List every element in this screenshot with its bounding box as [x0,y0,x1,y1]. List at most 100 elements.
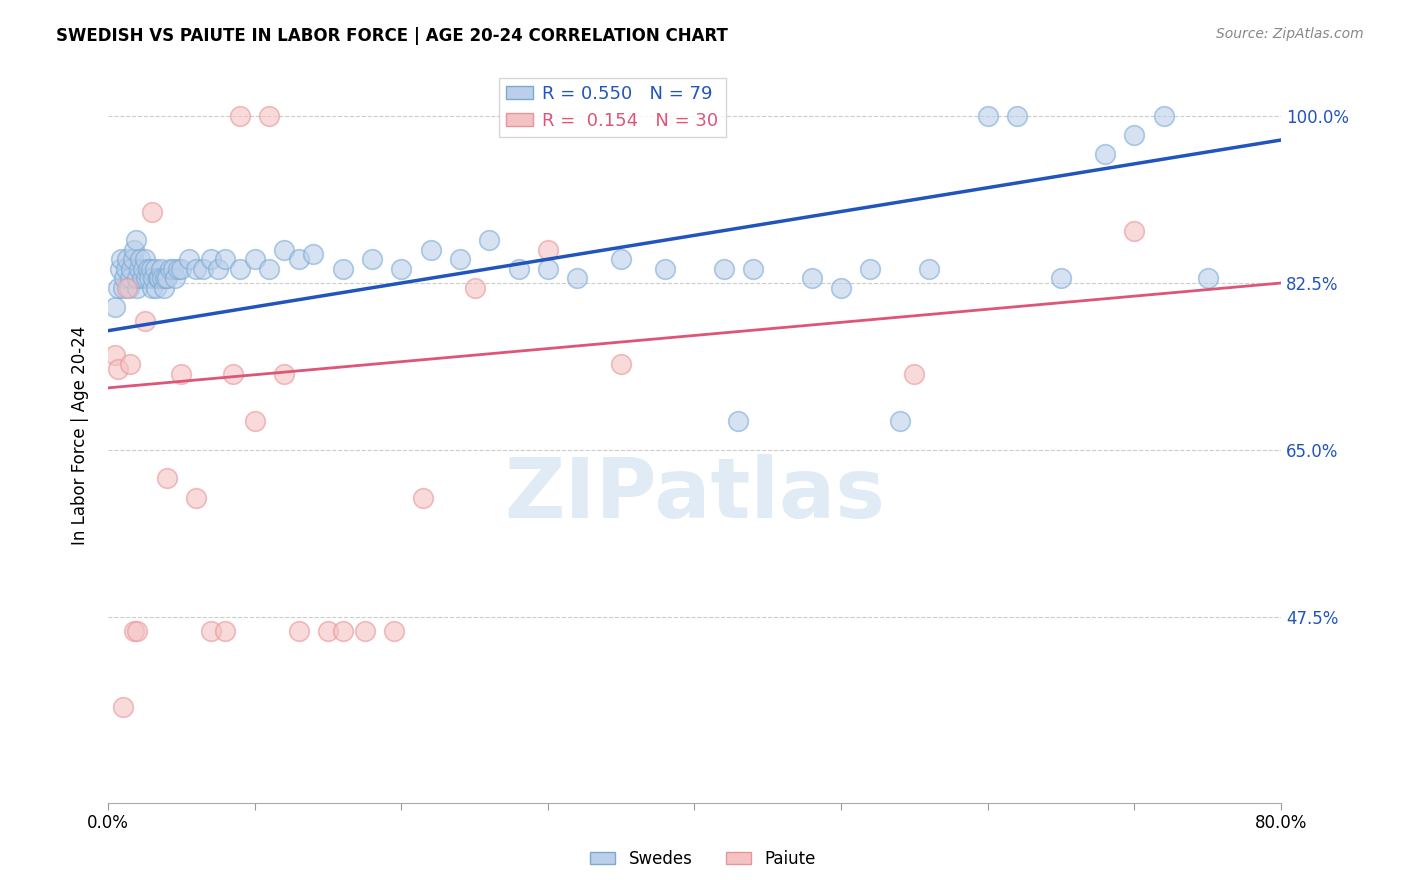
Text: ZIPatlas: ZIPatlas [503,454,884,535]
Point [107,361,129,376]
Text: SWEDISH VS PAIUTE IN LABOR FORCE | AGE 20-24 CORRELATION CHART: SWEDISH VS PAIUTE IN LABOR FORCE | AGE 2… [56,27,728,45]
Point [1094,147,1116,161]
Point [134,252,156,267]
Point [129,252,152,267]
Point [316,624,339,638]
Point [134,314,156,328]
Point [259,261,281,276]
Point [150,271,173,285]
Point [127,281,149,295]
Point [200,624,222,638]
Legend: Swedes, Paiute: Swedes, Paiute [583,844,823,875]
Point [742,261,765,276]
Point [1123,224,1146,238]
Point [537,261,560,276]
Point [830,281,852,295]
Point [141,281,163,295]
Point [111,281,134,295]
Point [141,204,163,219]
Point [111,700,134,714]
Point [132,261,155,276]
Point [287,624,309,638]
Point [143,261,166,276]
Point [859,261,882,276]
Point [214,252,236,267]
Point [361,252,384,267]
Point [118,357,141,371]
Point [139,261,162,276]
Point [1153,109,1175,123]
Point [162,261,184,276]
Point [610,252,633,267]
Point [889,414,911,428]
Point [127,271,149,285]
Point [567,271,589,285]
Point [156,271,179,285]
Point [115,252,138,267]
Point [243,414,266,428]
Point [124,624,146,638]
Point [124,243,146,257]
Point [287,252,309,267]
Point [142,271,165,285]
Point [229,261,252,276]
Point [135,271,157,285]
Point [107,281,129,295]
Point [353,624,375,638]
Point [112,271,135,285]
Point [713,261,735,276]
Point [145,281,167,295]
Point [159,261,181,276]
Point [214,624,236,638]
Point [259,109,281,123]
Point [104,347,127,361]
Legend: R = 0.550   N = 79, R =  0.154   N = 30: R = 0.550 N = 79, R = 0.154 N = 30 [499,78,725,137]
Y-axis label: In Labor Force | Age 20-24: In Labor Force | Age 20-24 [72,326,89,545]
Point [1123,128,1146,143]
Point [184,261,207,276]
Point [110,252,132,267]
Point [177,252,200,267]
Point [332,624,354,638]
Point [125,233,148,247]
Point [200,252,222,267]
Text: Source: ZipAtlas.com: Source: ZipAtlas.com [1216,27,1364,41]
Point [170,261,193,276]
Point [127,624,149,638]
Point [918,261,941,276]
Point [273,243,295,257]
Point [136,261,159,276]
Point [508,261,530,276]
Point [115,281,138,295]
Point [903,367,925,381]
Point [149,261,172,276]
Point [1050,271,1073,285]
Point [167,261,190,276]
Point [332,261,354,276]
Point [156,471,179,485]
Point [193,261,215,276]
Point [1005,109,1028,123]
Point [977,109,1000,123]
Point [152,281,174,295]
Point [170,367,193,381]
Point [478,233,501,247]
Point [464,281,486,295]
Point [229,109,252,123]
Point [104,300,127,314]
Point [382,624,405,638]
Point [800,271,823,285]
Point [118,271,141,285]
Point [108,261,131,276]
Point [207,261,229,276]
Point [389,261,412,276]
Point [537,243,560,257]
Point [153,271,176,285]
Point [243,252,266,267]
Point [148,271,170,285]
Point [128,261,150,276]
Point [146,271,169,285]
Point [449,252,471,267]
Point [120,261,142,276]
Point [117,281,139,295]
